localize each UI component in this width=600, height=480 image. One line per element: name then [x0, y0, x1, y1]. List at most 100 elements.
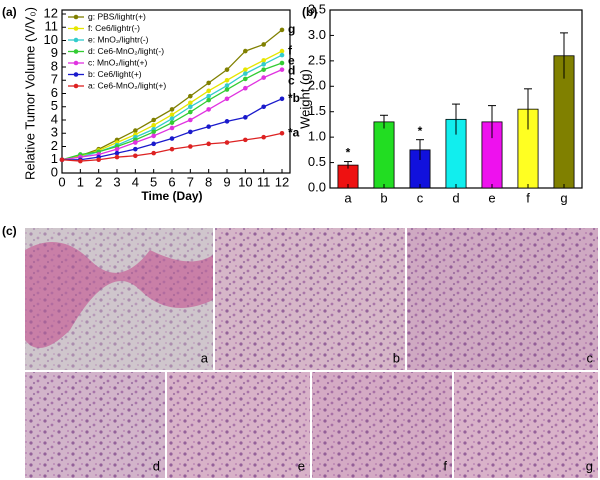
data-point	[206, 97, 211, 103]
data-point	[169, 116, 175, 121]
micrograph	[25, 372, 165, 478]
data-point	[243, 137, 248, 143]
y-tick-label: 2	[51, 138, 58, 153]
data-point	[279, 60, 285, 66]
end-label: *b	[288, 91, 300, 105]
y-tick-label: 11	[45, 19, 59, 34]
data-point	[279, 67, 285, 72]
data-point	[224, 83, 230, 88]
y-tick-label: 9	[51, 45, 58, 60]
data-point	[151, 150, 156, 156]
data-point	[279, 27, 285, 33]
micrograph-label: c	[587, 350, 594, 365]
data-point	[224, 140, 230, 145]
micrograph	[312, 372, 452, 478]
x-tick-label: 1	[77, 174, 84, 189]
y-tick-label: 6	[51, 85, 58, 100]
data-point	[243, 71, 248, 76]
data-point	[169, 107, 175, 112]
y-axis-label: Relative Tumor Volume (V/V₀)	[22, 7, 37, 180]
legend-label: d: Ce6-MnO₂/light(-)	[88, 46, 164, 56]
data-point	[206, 107, 211, 112]
data-point	[169, 112, 175, 117]
data-point	[279, 96, 285, 102]
legend-marker	[73, 37, 79, 43]
data-point	[133, 153, 138, 159]
x-tick-label: g	[560, 190, 567, 205]
data-point	[78, 158, 83, 164]
y-tick-label: 0.0	[308, 179, 326, 194]
x-tick-label: 0	[58, 174, 65, 189]
data-point	[224, 96, 230, 102]
micrograph-label: d	[153, 458, 160, 473]
data-point	[188, 117, 193, 123]
data-point	[169, 120, 175, 125]
legend-marker	[73, 49, 79, 54]
x-tick-label: e	[488, 190, 495, 205]
panel-label: (a)	[2, 5, 17, 19]
plot-frame	[61, 9, 291, 174]
x-tick-label: 10	[238, 174, 252, 189]
data-point	[133, 140, 138, 145]
micrograph	[167, 372, 310, 478]
data-point	[133, 146, 138, 152]
data-point	[243, 85, 248, 91]
data-point	[243, 76, 248, 82]
data-point	[151, 117, 156, 123]
y-tick-label: 1.5	[308, 103, 326, 118]
micrograph-label: e	[298, 458, 305, 473]
y-tick-label: 2.5	[308, 52, 326, 67]
data-point	[169, 136, 175, 141]
data-point	[188, 104, 193, 110]
y-tick-label: 8	[51, 58, 58, 73]
x-tick-label: 12	[275, 174, 289, 189]
data-point	[261, 42, 266, 47]
micrograph-label: a	[201, 350, 209, 365]
data-point	[114, 146, 120, 152]
y-tick-label: 0.5	[308, 154, 326, 169]
data-point	[224, 119, 230, 124]
x-tick-label: b	[380, 190, 387, 205]
micrograph	[215, 228, 405, 370]
micrographs	[25, 228, 598, 478]
legend-marker	[73, 14, 79, 20]
y-tick-label: 5	[51, 98, 58, 113]
y-tick-label: 0	[51, 164, 58, 179]
y-tick-label: 10	[44, 32, 58, 47]
data-point	[188, 100, 193, 106]
data-point	[261, 62, 266, 67]
micrograph	[25, 228, 213, 370]
data-point	[243, 115, 248, 120]
data-point	[279, 52, 285, 58]
x-tick-label: 11	[257, 174, 271, 189]
end-label: f	[288, 43, 293, 57]
data-point	[151, 141, 156, 147]
x-tick-label: 2	[95, 174, 102, 189]
x-tick-label: 6	[168, 174, 175, 189]
data-point	[188, 129, 193, 135]
x-tick-label: c	[417, 190, 424, 205]
data-point	[261, 75, 266, 80]
legend-label: e: MnO₂/lightr(-)	[88, 34, 149, 44]
y-tick-label: 4	[51, 111, 58, 126]
legend-marker	[73, 26, 79, 31]
legend-label: g: PBS/lightr(+)	[88, 11, 146, 21]
data-point	[279, 130, 285, 136]
series-line	[61, 50, 283, 161]
legend-marker	[73, 60, 79, 66]
x-tick-label: a	[344, 190, 352, 205]
data-point	[261, 104, 266, 110]
data-point	[151, 129, 156, 135]
data-point	[206, 124, 211, 129]
data-point	[224, 67, 230, 72]
y-tick-label: 12	[44, 5, 58, 20]
data-point	[206, 80, 211, 86]
x-tick-label: 7	[187, 174, 194, 189]
data-point	[224, 87, 230, 92]
micrograph	[454, 372, 598, 478]
data-point	[59, 157, 65, 163]
end-label: e	[288, 53, 295, 67]
data-point	[133, 128, 138, 133]
end-label: g	[288, 22, 295, 36]
